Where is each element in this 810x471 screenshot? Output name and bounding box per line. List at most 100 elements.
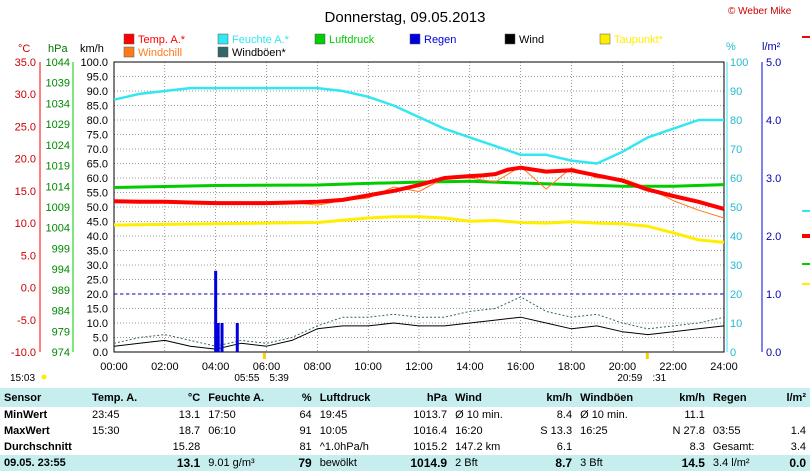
table-cell: 8.7 <box>523 455 577 471</box>
sun-dot-icon <box>41 374 47 380</box>
wind-tick-label: 40.0 <box>87 231 108 243</box>
table-row-min: MinWert 23:45 13.1 17:50 64 19:45 1013.7… <box>0 407 810 423</box>
legend-swatch <box>123 33 135 45</box>
sunset-marker <box>645 353 649 359</box>
table-cell: 81 <box>287 439 316 455</box>
wind-tick-label: 50.0 <box>87 202 108 214</box>
temp-tick-label: 20.0 <box>15 154 36 166</box>
row-label: MinWert <box>0 407 88 423</box>
table-cell: 19:45 <box>315 407 393 423</box>
table-cell: 17:50 <box>204 407 288 423</box>
wind-tick-label: 20.0 <box>87 289 108 301</box>
wind-tick-label: 5.0 <box>93 333 108 345</box>
header-temp: Temp. A. <box>88 388 158 407</box>
legend-swatch <box>123 46 135 58</box>
x-tick-label: 08:00 <box>304 361 332 373</box>
pressure-tick-label: 1009 <box>46 202 70 214</box>
rain-tick-label: 0.0 <box>766 347 781 359</box>
humidity-tick-label: 10 <box>730 318 742 330</box>
pressure-tick-label: 1044 <box>46 57 70 69</box>
x-tick-label: 10:00 <box>354 361 382 373</box>
temp-tick-label: 35.0 <box>15 57 36 69</box>
table-cell: 3 Bft <box>576 455 657 471</box>
humidity-line <box>113 86 724 165</box>
header-rain: Regen <box>708 388 774 407</box>
sunset-tag: :31 <box>652 373 666 384</box>
edge-fragment-cyan <box>802 210 810 212</box>
table-cell <box>576 439 657 455</box>
wind-tick-label: 100.0 <box>80 57 108 69</box>
x-tick-label: 22:00 <box>659 361 687 373</box>
table-cell: 06:10 <box>204 423 288 439</box>
rain-bar <box>216 323 220 352</box>
header-rain-unit: l/m² <box>773 388 810 407</box>
pressure-tick-label: 999 <box>52 243 70 255</box>
table-cell: 10:05 <box>315 423 393 439</box>
temp-tick-label: 10.0 <box>15 218 36 230</box>
table-cell: bewölkt <box>315 455 393 471</box>
table-cell: 3.4 <box>773 439 810 455</box>
table-cell: S 13.3 <box>523 423 577 439</box>
x-tick-label: 20:00 <box>609 361 637 373</box>
sun-markers: 05:55 5:39 20:59:31 15:03 <box>10 353 667 384</box>
temp-tick-label: 15.0 <box>15 186 36 198</box>
table-cell: 8.4 <box>523 407 577 423</box>
sunrise-time: 05:55 <box>234 373 259 384</box>
header-humidity: Feuchte A. <box>204 388 288 407</box>
x-tick-label: 06:00 <box>253 361 281 373</box>
wind-tick-label: 45.0 <box>87 217 108 229</box>
temp-tick-label: 25.0 <box>15 121 36 133</box>
table-cell <box>708 407 774 423</box>
legend-label: Taupunkt* <box>614 34 664 46</box>
x-tick-label: 16:00 <box>507 361 535 373</box>
humidity-tick-label: 0 <box>730 347 736 359</box>
humidity-tick-label: 20 <box>730 289 742 301</box>
sunset-time: 20:59 <box>617 373 642 384</box>
legend-swatch <box>504 33 516 45</box>
start-time-label: 15:03 <box>10 373 35 384</box>
rain-axis-unit: l/m² <box>762 41 781 53</box>
x-tick-label: 04:00 <box>202 361 230 373</box>
table-cell: 147.2 km <box>451 439 524 455</box>
dewpoint-line <box>113 215 725 244</box>
table-cell: 6.1 <box>523 439 577 455</box>
temp-tick-label: 5.0 <box>21 250 36 262</box>
temp-tick-label: 30.0 <box>15 89 36 101</box>
table-cell: 0.0 <box>773 455 810 471</box>
edge-fragment-yellow <box>802 283 810 285</box>
wind-tick-label: 55.0 <box>87 188 108 200</box>
stats-header-row: Sensor Temp. A. °C Feuchte A. % Luftdruc… <box>0 388 810 407</box>
legend-label: Luftdruck <box>329 34 375 46</box>
table-cell: Ø 10 min. <box>451 407 524 423</box>
pressure-tick-label: 1024 <box>46 140 70 152</box>
table-row-max: MaxWert 15:30 18.7 06:10 91 10:05 1016.4… <box>0 423 810 439</box>
row-label: MaxWert <box>0 423 88 439</box>
rain-bar <box>235 323 239 352</box>
header-humidity-unit: % <box>287 388 316 407</box>
table-cell: 18.7 <box>157 423 205 439</box>
x-tick-label: 14:00 <box>456 361 484 373</box>
copyright-label: © Weber Mike <box>728 6 792 17</box>
chart-title: Donnerstag, 09.05.2013 <box>325 9 486 26</box>
table-cell: 8.3 <box>656 439 709 455</box>
table-row-average: Durchschnitt 15.28 81 ^1.0hPa/h 1015.2 1… <box>0 439 810 455</box>
table-row-current: 09.05. 23:55 13.1 9.01 g/m³ 79 bewölkt 1… <box>0 455 810 471</box>
wind-tick-label: 15.0 <box>87 304 108 316</box>
rain-bar <box>214 270 218 352</box>
table-cell: 16:20 <box>451 423 524 439</box>
temp-tick-label: 0.0 <box>21 283 36 295</box>
table-cell <box>204 439 288 455</box>
row-label: Durchschnitt <box>0 439 88 455</box>
table-cell: 14.5 <box>656 455 709 471</box>
table-cell: 1013.7 <box>392 407 452 423</box>
temp-axis-unit: °C <box>18 43 30 55</box>
legend-label: Regen <box>424 34 456 46</box>
wind-tick-label: 95.0 <box>87 72 108 84</box>
humidity-tick-label: 30 <box>730 260 742 272</box>
header-temp-unit: °C <box>157 388 205 407</box>
table-cell: 1.4 <box>773 423 810 439</box>
table-cell: 11.1 <box>656 407 709 423</box>
table-cell: Ø 10 min. <box>576 407 657 423</box>
rain-tick-label: 1.0 <box>766 289 781 301</box>
edge-fragment-green <box>802 263 810 265</box>
